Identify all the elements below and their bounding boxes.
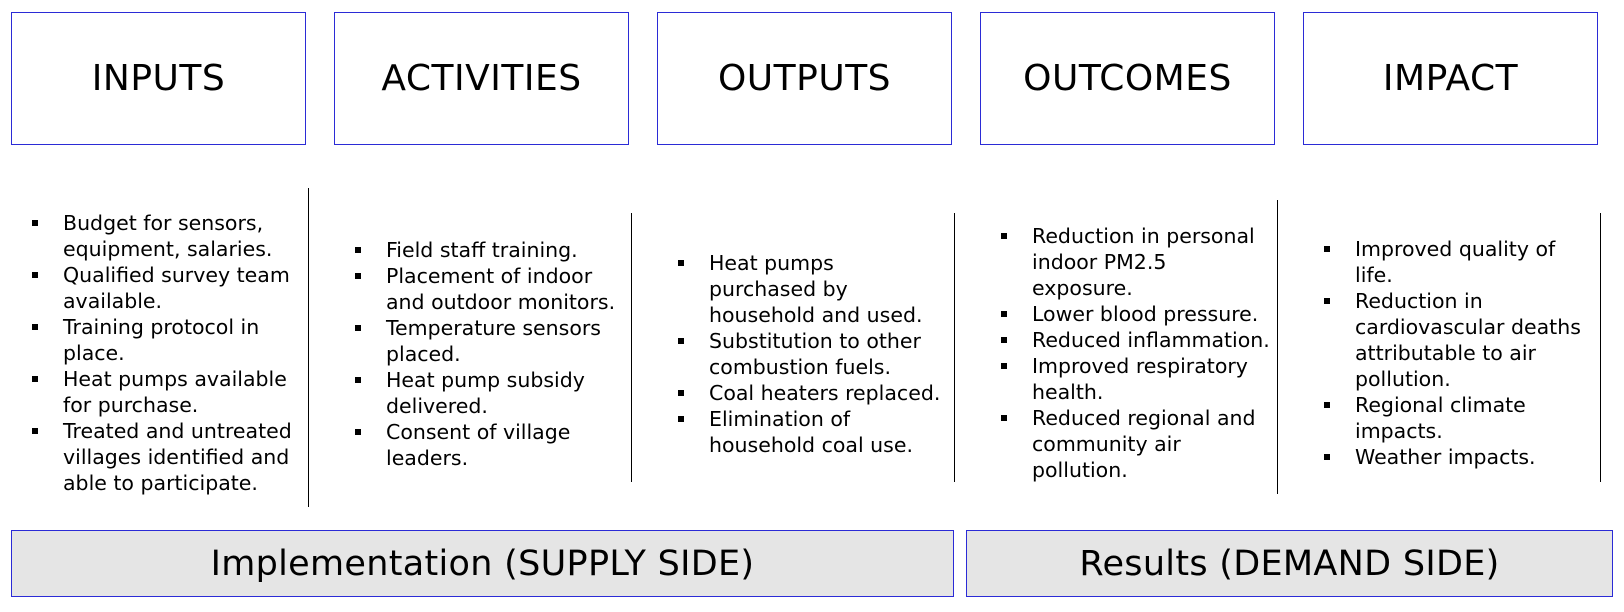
list-item: Reduced regional and community air pollu… bbox=[980, 405, 1270, 483]
list-item: Temperature sensors placed. bbox=[334, 315, 619, 367]
list-item: Qualified survey team available. bbox=[11, 262, 296, 314]
impact-list: Improved quality of life. Reduction in c… bbox=[1303, 236, 1593, 470]
list-item: Heat pump subsidy delivered. bbox=[334, 367, 619, 419]
list-item: Reduced inflammation. bbox=[980, 327, 1270, 353]
column-outcomes: Reduction in personal indoor PM2.5 expos… bbox=[980, 223, 1270, 483]
list-item: Heat pumps available for purchase. bbox=[11, 366, 296, 418]
column-divider bbox=[1277, 200, 1278, 494]
list-item: Heat pumps purchased by household and us… bbox=[657, 250, 947, 328]
list-item: Regional climate impacts. bbox=[1303, 392, 1593, 444]
column-inputs: Budget for sensors, equipment, salaries.… bbox=[11, 210, 296, 496]
list-item: Elimination of household coal use. bbox=[657, 406, 947, 458]
outcomes-list: Reduction in personal indoor PM2.5 expos… bbox=[980, 223, 1270, 483]
header-impact: IMPACT bbox=[1303, 12, 1598, 145]
list-item: Substitution to other combustion fuels. bbox=[657, 328, 947, 380]
column-divider bbox=[308, 188, 309, 507]
header-activities: ACTIVITIES bbox=[334, 12, 629, 145]
inputs-list: Budget for sensors, equipment, salaries.… bbox=[11, 210, 296, 496]
column-divider bbox=[631, 213, 632, 482]
list-item: Weather impacts. bbox=[1303, 444, 1593, 470]
column-divider bbox=[954, 213, 955, 482]
list-item: Reduction in personal indoor PM2.5 expos… bbox=[980, 223, 1270, 301]
list-item: Field staff training. bbox=[334, 237, 619, 263]
supply-side-bar: Implementation (SUPPLY SIDE) bbox=[11, 530, 954, 597]
list-item: Placement of indoor and outdoor monitors… bbox=[334, 263, 619, 315]
column-impact: Improved quality of life. Reduction in c… bbox=[1303, 236, 1593, 470]
list-item: Coal heaters replaced. bbox=[657, 380, 947, 406]
column-activities: Field staff training. Placement of indoo… bbox=[334, 237, 619, 471]
list-item: Reduction in cardiovascular deaths attri… bbox=[1303, 288, 1593, 392]
list-item: Improved quality of life. bbox=[1303, 236, 1593, 288]
header-outcomes: OUTCOMES bbox=[980, 12, 1275, 145]
list-item: Consent of village leaders. bbox=[334, 419, 619, 471]
list-item: Improved respiratory health. bbox=[980, 353, 1270, 405]
demand-side-bar: Results (DEMAND SIDE) bbox=[966, 530, 1613, 597]
list-item: Training protocol in place. bbox=[11, 314, 296, 366]
outputs-list: Heat pumps purchased by household and us… bbox=[657, 250, 947, 458]
list-item: Budget for sensors, equipment, salaries. bbox=[11, 210, 296, 262]
column-outputs: Heat pumps purchased by household and us… bbox=[657, 250, 947, 458]
column-divider bbox=[1600, 213, 1601, 482]
header-inputs: INPUTS bbox=[11, 12, 306, 145]
activities-list: Field staff training. Placement of indoo… bbox=[334, 237, 619, 471]
list-item: Treated and untreated villages identifie… bbox=[11, 418, 296, 496]
header-outputs: OUTPUTS bbox=[657, 12, 952, 145]
list-item: Lower blood pressure. bbox=[980, 301, 1270, 327]
